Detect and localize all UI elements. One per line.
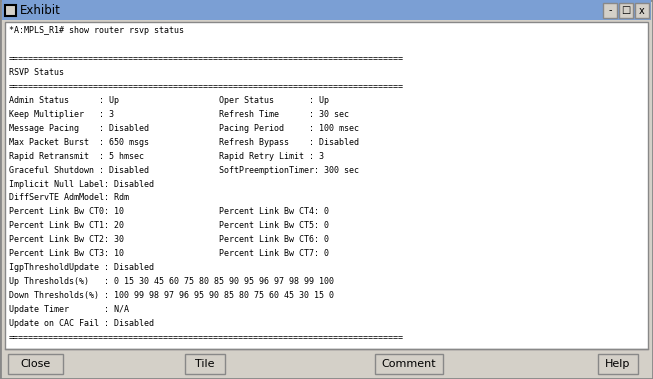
Text: IgpThresholdUpdate : Disabled: IgpThresholdUpdate : Disabled [9,263,154,272]
FancyBboxPatch shape [598,354,638,374]
Text: ===============================================================================: ========================================… [9,82,404,91]
Text: Percent Link Bw CT2: 30                   Percent Link Bw CT6: 0: Percent Link Bw CT2: 30 Percent Link Bw … [9,235,329,244]
FancyBboxPatch shape [2,0,651,20]
Text: Help: Help [605,359,631,369]
FancyBboxPatch shape [635,3,649,18]
Text: Percent Link Bw CT3: 10                   Percent Link Bw CT7: 0: Percent Link Bw CT3: 10 Percent Link Bw … [9,249,329,258]
Text: Close: Close [20,359,51,369]
FancyBboxPatch shape [619,3,633,18]
Text: Message Pacing    : Disabled              Pacing Period     : 100 msec: Message Pacing : Disabled Pacing Period … [9,124,359,133]
Text: Percent Link Bw CT0: 10                   Percent Link Bw CT4: 0: Percent Link Bw CT0: 10 Percent Link Bw … [9,207,329,216]
Text: Tile: Tile [195,359,215,369]
FancyBboxPatch shape [603,3,617,18]
Text: Implicit Null Label: Disabled: Implicit Null Label: Disabled [9,180,154,188]
Text: -: - [608,6,612,16]
Text: Graceful Shutdown : Disabled              SoftPreemptionTimer: 300 sec: Graceful Shutdown : Disabled SoftPreempt… [9,166,359,175]
Text: □: □ [622,6,631,16]
Text: Percent Link Bw CT1: 20                   Percent Link Bw CT5: 0: Percent Link Bw CT1: 20 Percent Link Bw … [9,221,329,230]
Text: *A:MPLS_R1# show router rsvp status: *A:MPLS_R1# show router rsvp status [9,26,184,35]
Text: Keep Multiplier   : 3                     Refresh Time      : 30 sec: Keep Multiplier : 3 Refresh Time : 30 se… [9,110,349,119]
Text: x: x [639,6,645,16]
Text: DiffServTE AdmModel: Rdm: DiffServTE AdmModel: Rdm [9,193,129,202]
Text: Max Packet Burst  : 650 msgs              Refresh Bypass    : Disabled: Max Packet Burst : 650 msgs Refresh Bypa… [9,138,359,147]
Text: Exhibit: Exhibit [20,3,61,17]
Text: ===============================================================================: ========================================… [9,54,404,63]
Text: Up Thresholds(%)   : 0 15 30 45 60 75 80 85 90 95 96 97 98 99 100: Up Thresholds(%) : 0 15 30 45 60 75 80 8… [9,277,334,286]
Text: Admin Status      : Up                    Oper Status       : Up: Admin Status : Up Oper Status : Up [9,96,329,105]
FancyBboxPatch shape [5,5,16,16]
Text: Update Timer       : N/A: Update Timer : N/A [9,305,129,314]
Text: Update on CAC Fail : Disabled: Update on CAC Fail : Disabled [9,319,154,328]
Text: Rapid Retransmit  : 5 hmsec               Rapid Retry Limit : 3: Rapid Retransmit : 5 hmsec Rapid Retry L… [9,152,324,161]
FancyBboxPatch shape [375,354,443,374]
FancyBboxPatch shape [185,354,225,374]
Text: RSVP Status: RSVP Status [9,68,64,77]
FancyBboxPatch shape [8,354,63,374]
FancyBboxPatch shape [5,22,648,349]
Text: Down Thresholds(%) : 100 99 98 97 96 95 90 85 80 75 60 45 30 15 0: Down Thresholds(%) : 100 99 98 97 96 95 … [9,291,334,300]
Text: Comment: Comment [382,359,436,369]
Text: ===============================================================================: ========================================… [9,333,404,342]
